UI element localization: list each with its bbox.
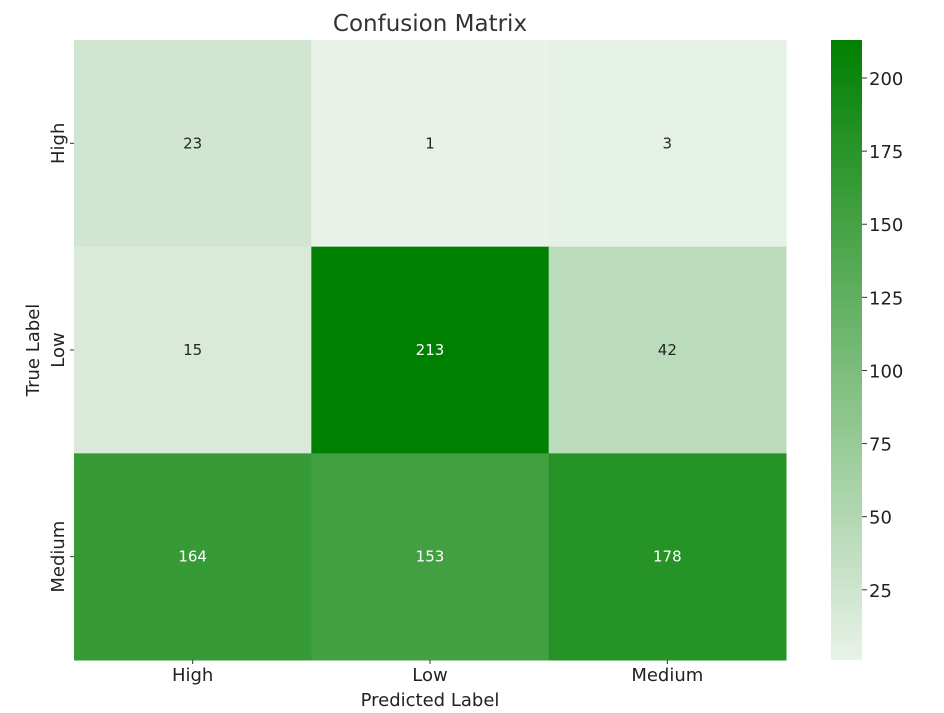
colorbar-tick-label: 150 xyxy=(869,215,903,236)
cell-value-label: 178 xyxy=(653,548,682,566)
heatmap-cell xyxy=(548,246,787,454)
heatmap-cell xyxy=(74,40,312,248)
y-tick-label: High xyxy=(48,123,69,164)
heatmap-cells xyxy=(74,40,787,661)
heatmap-cell xyxy=(311,246,550,454)
heatmap-cell xyxy=(311,453,550,661)
cell-value-label: 23 xyxy=(183,134,202,152)
x-tick-label: Low xyxy=(412,665,447,686)
heatmap-cell xyxy=(74,453,312,661)
colorbar-tick-label: 175 xyxy=(869,142,903,163)
cell-value-label: 153 xyxy=(416,548,445,566)
heatmap-cell xyxy=(311,40,550,248)
cell-value-label: 164 xyxy=(178,548,207,566)
cell-value-label: 3 xyxy=(663,134,673,152)
colorbar-ticks: 25 50 75 100 125 150 175 200 xyxy=(862,69,903,602)
colorbar-tick-label: 25 xyxy=(869,581,892,602)
y-tick-label: Low xyxy=(48,332,69,367)
cell-value-label: 213 xyxy=(416,341,445,359)
cell-value-label: 15 xyxy=(183,341,202,359)
colorbar-tick-label: 100 xyxy=(869,361,903,382)
colorbar-tick-label: 50 xyxy=(869,508,892,529)
x-axis-label: Predicted Label xyxy=(361,690,500,711)
cell-value-label: 1 xyxy=(425,134,435,152)
heatmap-cell xyxy=(548,40,787,248)
x-tick-label: Medium xyxy=(631,665,703,686)
colorbar-tick-label: 200 xyxy=(869,69,903,90)
y-axis-label: True Label xyxy=(23,304,44,398)
y-axis-ticks: High Low Medium xyxy=(48,123,74,593)
x-axis-ticks: High Low Medium xyxy=(172,660,703,686)
colorbar-tick-label: 75 xyxy=(869,435,892,456)
colorbar-tick-label: 125 xyxy=(869,288,903,309)
heatmap-cell xyxy=(548,453,787,661)
colorbar xyxy=(831,40,862,660)
cell-value-label: 42 xyxy=(658,341,677,359)
cell-value-labels: 23 1 3 15 213 42 164 153 178 xyxy=(178,134,681,565)
y-tick-label: Medium xyxy=(48,521,69,593)
chart-title: Confusion Matrix xyxy=(333,11,527,37)
heatmap-cell xyxy=(74,246,312,454)
x-tick-label: High xyxy=(172,665,213,686)
